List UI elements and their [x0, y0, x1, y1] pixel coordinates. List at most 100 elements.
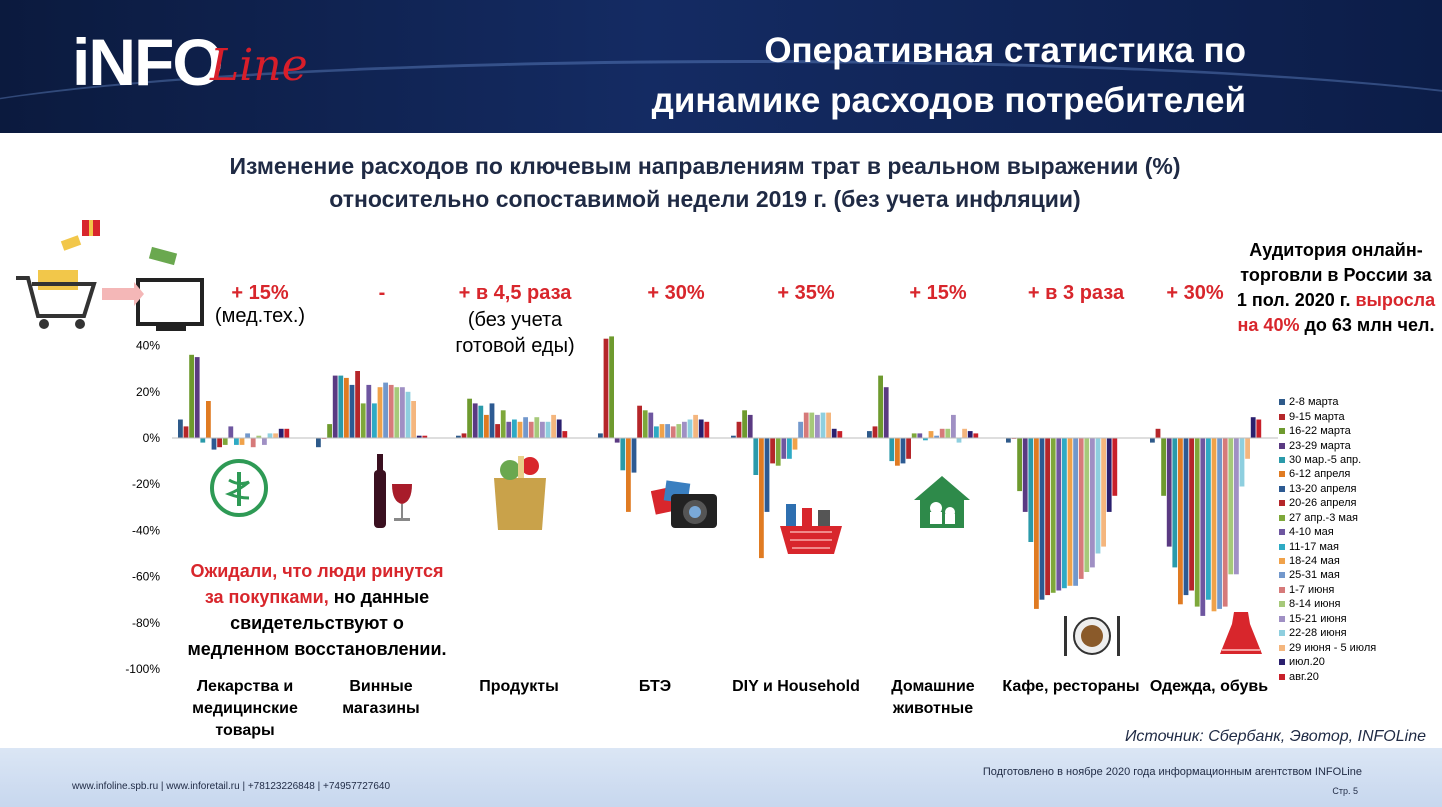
bar	[1022, 438, 1028, 512]
bar	[1101, 438, 1106, 547]
legend-label: 8-14 июня	[1289, 598, 1341, 611]
bar	[682, 421, 687, 438]
y-tick-label: -40%	[132, 523, 160, 537]
bar	[1172, 438, 1178, 568]
bar	[222, 438, 228, 445]
shopping-illustration	[16, 220, 204, 331]
legend-item: 4-10 мая	[1279, 525, 1376, 539]
bar	[400, 387, 405, 438]
legend-item: 8-14 июня	[1279, 597, 1376, 611]
bar	[478, 405, 484, 438]
legend-label: 15-21 июня	[1289, 612, 1347, 625]
bar	[764, 438, 770, 512]
legend-item: 16-22 марта	[1279, 424, 1376, 438]
annotation-diy: + 35%	[726, 282, 886, 305]
legend-swatch	[1279, 558, 1285, 565]
camera-icon	[651, 480, 717, 528]
bar	[338, 375, 344, 438]
legend-swatch	[1279, 514, 1285, 521]
y-tick-label: -100%	[125, 662, 160, 676]
bar	[781, 438, 787, 459]
bar	[759, 438, 764, 559]
legend-label: 4-10 мая	[1289, 526, 1334, 539]
annotation-electronics: + 30%	[596, 282, 756, 305]
bar	[906, 438, 911, 459]
bar	[883, 387, 889, 438]
y-tick-label: -60%	[132, 570, 160, 584]
bar	[200, 438, 206, 443]
bar	[1034, 438, 1039, 609]
bar	[614, 438, 620, 443]
category-label: Лекарства и медицинские товары	[192, 678, 298, 739]
bar	[355, 371, 360, 438]
bar	[517, 421, 523, 438]
bar	[484, 414, 489, 438]
bar	[939, 428, 945, 438]
bar	[349, 384, 355, 438]
bar	[1222, 438, 1228, 607]
logo-script: Line	[210, 40, 308, 91]
bar	[1084, 438, 1090, 572]
bar	[405, 391, 411, 438]
legend-swatch	[1279, 673, 1285, 680]
cleaning-basket-icon	[780, 504, 842, 554]
legend-label: 20-26 апреля	[1289, 497, 1357, 510]
bar	[383, 382, 388, 438]
bar	[775, 438, 781, 466]
legend-swatch	[1279, 615, 1285, 622]
legend-item: авг.20	[1279, 669, 1376, 683]
bar	[676, 424, 682, 438]
bar	[620, 438, 626, 471]
callout: Ожидали, что люди ринутся за покупками, …	[186, 558, 448, 662]
bar	[366, 384, 372, 438]
bar	[1161, 438, 1166, 496]
bar	[245, 433, 250, 438]
legend-swatch	[1279, 471, 1285, 478]
bar	[189, 354, 194, 438]
legend-item: 23-29 марта	[1279, 438, 1376, 452]
bar	[1095, 438, 1101, 554]
bar	[467, 398, 472, 438]
bar	[267, 433, 273, 438]
legend-swatch	[1279, 413, 1285, 420]
category-label: Одежда, обувь	[1149, 678, 1269, 695]
legend-item: 2-8 марта	[1279, 395, 1376, 409]
legend-swatch	[1279, 644, 1285, 651]
bar	[183, 426, 189, 438]
y-tick-label: 0%	[143, 431, 161, 445]
bar	[878, 375, 883, 438]
bar	[1078, 438, 1084, 579]
bar	[956, 438, 962, 443]
y-tick-label: 20%	[136, 385, 160, 399]
annotation-pets: + 15%	[858, 282, 1018, 305]
bar	[973, 433, 979, 438]
bar	[472, 403, 478, 438]
bar	[1062, 438, 1067, 589]
bar	[194, 357, 200, 438]
dress-icon	[1220, 612, 1262, 654]
bar	[1056, 438, 1062, 591]
legend-label: 27 апр.-3 мая	[1289, 511, 1359, 524]
bar	[1166, 438, 1172, 547]
bar	[731, 435, 736, 438]
footer-links[interactable]: www.infoline.spb.ru | www.inforetail.ru …	[72, 781, 391, 792]
bar	[911, 433, 917, 438]
bar	[1211, 438, 1217, 612]
legend-label: 22-28 июня	[1289, 627, 1347, 640]
money-icon	[60, 235, 178, 266]
bar	[327, 424, 332, 438]
bar	[967, 431, 973, 438]
bar	[1028, 438, 1034, 542]
source-note: Источник: Сбербанк, Эвотор, INFOLine	[1124, 728, 1426, 745]
gift-icon	[82, 220, 100, 236]
bar	[1200, 438, 1206, 616]
dining-plate-icon	[1064, 616, 1120, 656]
bar	[256, 435, 262, 438]
bar	[962, 428, 967, 438]
legend-swatch	[1279, 659, 1285, 666]
bar	[540, 421, 545, 438]
annotation-value: + 15%	[909, 282, 967, 304]
legend-label: авг.20	[1289, 670, 1319, 683]
bar	[372, 403, 377, 438]
bar	[1183, 438, 1189, 596]
